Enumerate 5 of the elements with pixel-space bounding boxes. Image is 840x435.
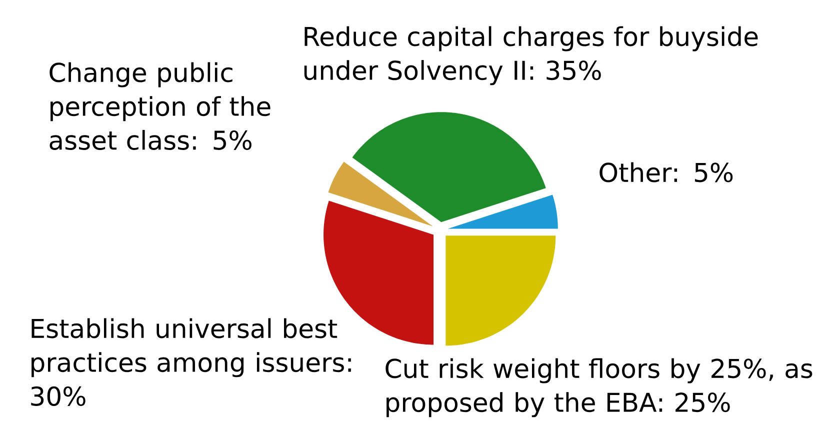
slice-label: Other: 5%: [600, 162, 733, 182]
slice-label: Cut risk weight floors by 25%, as proposed by the EBA: 25%: [386, 358, 812, 418]
slice-label: Change public perception of the asset class: 5%: [50, 62, 270, 150]
slice-label: Establish universal best practices among issuers: 30%: [31, 318, 351, 406]
slice-label: Reduce capital charges for buyside under Solvency II: 35%: [304, 26, 758, 86]
